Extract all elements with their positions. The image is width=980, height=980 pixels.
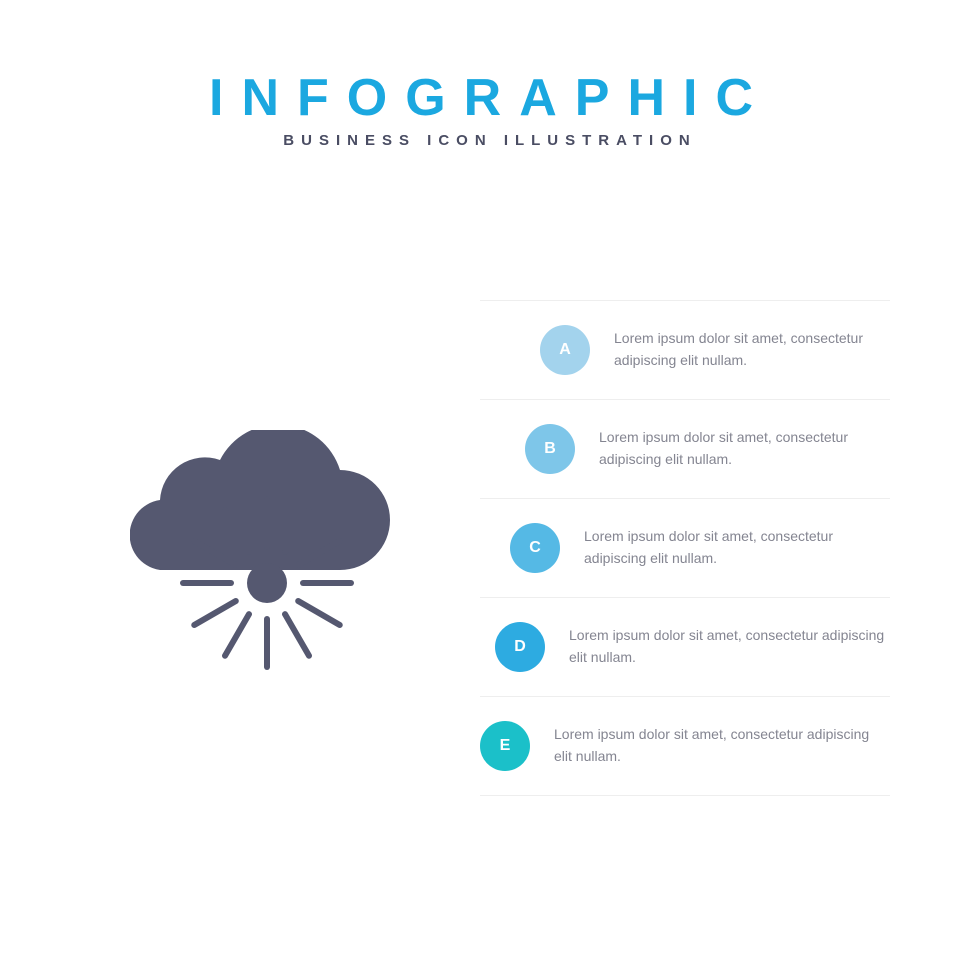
step-text: Lorem ipsum dolor sit amet, consectetur … [569, 625, 890, 668]
main-icon-area [120, 420, 420, 660]
sun-ray [281, 610, 313, 660]
step-badge-d: D [495, 622, 545, 672]
sun-ray [190, 537, 240, 569]
step-text: Lorem ipsum dolor sit amet, consectetur … [614, 328, 890, 371]
step-text: Lorem ipsum dolor sit amet, consectetur … [599, 427, 890, 470]
page-subtitle: BUSINESS ICON ILLUSTRATION [0, 132, 980, 149]
sun-ray [264, 496, 270, 550]
sun-ray [221, 506, 253, 556]
step-badge-e: E [480, 721, 530, 771]
list-item: D Lorem ipsum dolor sit amet, consectetur… [480, 598, 890, 697]
sun-shape [192, 508, 342, 658]
sun-ray [300, 580, 354, 586]
sun-ray [281, 506, 313, 556]
step-badge-c: C [510, 523, 560, 573]
cloud-sun-icon [120, 420, 400, 650]
list-item: E Lorem ipsum dolor sit amet, consectetur… [480, 697, 890, 796]
sun-ray [294, 597, 344, 629]
step-badge-a: A [540, 325, 590, 375]
header: INFOGRAPHIC BUSINESS ICON ILLUSTRATION [0, 0, 980, 149]
sun-ray [221, 610, 253, 660]
list-item: C Lorem ipsum dolor sit amet, consectetur… [480, 499, 890, 598]
sun-ray [264, 616, 270, 670]
page-title: INFOGRAPHIC [0, 68, 980, 128]
sun-core [247, 563, 287, 603]
step-badge-b: B [525, 424, 575, 474]
sun-ray [180, 580, 234, 586]
step-text: Lorem ipsum dolor sit amet, consectetur … [554, 724, 890, 767]
sun-ray [190, 597, 240, 629]
sun-ray [294, 537, 344, 569]
step-text: Lorem ipsum dolor sit amet, consectetur … [584, 526, 890, 569]
steps-list: A Lorem ipsum dolor sit amet, consectetur… [480, 300, 890, 796]
list-item: B Lorem ipsum dolor sit amet, consectetur… [480, 400, 890, 499]
list-item: A Lorem ipsum dolor sit amet, consectetur… [480, 300, 890, 400]
